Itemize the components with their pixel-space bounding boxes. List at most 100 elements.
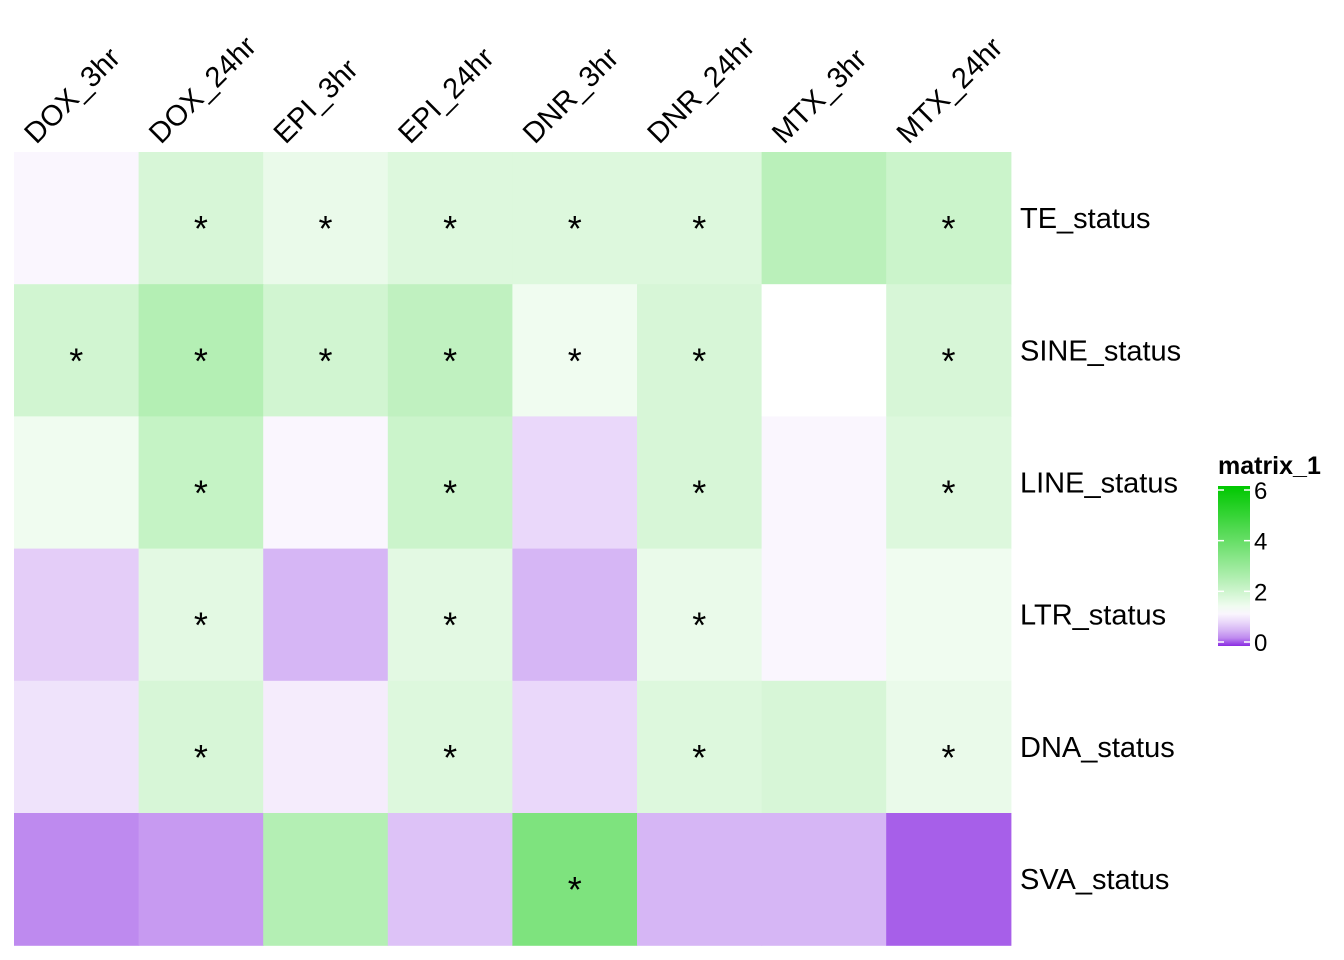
heatmap-cell xyxy=(512,152,638,285)
heatmap-cell xyxy=(387,152,513,285)
heatmap-cell xyxy=(14,813,140,946)
significance-star: * xyxy=(692,340,706,381)
column-label: DOX_3hr xyxy=(19,42,127,150)
column-label: DNR_24hr xyxy=(642,30,762,150)
significance-star: * xyxy=(194,340,208,381)
legend-title: matrix_1 xyxy=(1218,452,1321,480)
significance-star: * xyxy=(568,208,582,249)
heatmap-cell xyxy=(138,680,264,814)
heatmap-cell xyxy=(637,284,763,417)
heatmap-cell xyxy=(138,813,264,946)
significance-star: * xyxy=(443,737,457,778)
legend-tick-label: 4 xyxy=(1254,529,1267,556)
significance-star: * xyxy=(941,208,955,249)
heatmap-cell xyxy=(886,813,1012,946)
heatmap-cell xyxy=(512,680,638,814)
heatmap-cell xyxy=(637,680,763,814)
heatmap-cell xyxy=(886,284,1012,417)
heatmap-cell xyxy=(512,284,638,417)
heatmap-cell xyxy=(263,416,389,550)
heatmap-cell xyxy=(637,416,763,550)
row-label: SVA_status xyxy=(1020,864,1169,896)
heatmap-cell xyxy=(761,152,887,285)
significance-star: * xyxy=(443,605,457,646)
row-label: TE_status xyxy=(1020,203,1151,235)
significance-star: * xyxy=(443,208,457,249)
heatmap-cell xyxy=(387,284,513,417)
legend-tick-label: 6 xyxy=(1254,478,1267,505)
heatmap-cell xyxy=(14,152,140,285)
column-label: MTX_3hr xyxy=(766,43,873,150)
column-labels: DOX_3hr DOX_24hr EPI_3hr EPI_24hr DNR_3hr DNR… xyxy=(19,30,1010,150)
significance-star: * xyxy=(941,737,955,778)
heatmap-cell xyxy=(263,680,389,814)
heatmap-cell xyxy=(886,680,1012,814)
heatmap-cell xyxy=(761,813,887,946)
color-legend: matrix_1 0 2 4 6 xyxy=(1218,452,1321,657)
column-label: EPI_24hr xyxy=(392,42,500,150)
heatmap-cell xyxy=(14,548,140,682)
significance-star: * xyxy=(568,869,582,910)
heatmap-cell xyxy=(263,284,389,417)
significance-star: * xyxy=(194,605,208,646)
significance-star: * xyxy=(692,737,706,778)
heatmap-cell xyxy=(14,680,140,814)
significance-star: * xyxy=(194,208,208,249)
heatmap-cells xyxy=(14,152,1012,946)
significance-star: * xyxy=(568,340,582,381)
heatmap-cell xyxy=(263,548,389,682)
heatmap-cell xyxy=(14,416,140,550)
heatmap-cell xyxy=(512,548,638,682)
significance-star: * xyxy=(692,208,706,249)
heatmap-cell xyxy=(14,284,140,417)
heatmap-cell xyxy=(761,284,887,417)
row-label: LTR_status xyxy=(1020,600,1166,632)
significance-star: * xyxy=(318,208,332,249)
significance-star: * xyxy=(194,473,208,514)
column-label: MTX_24hr xyxy=(891,31,1010,150)
significance-star: * xyxy=(941,340,955,381)
heatmap-cell xyxy=(138,152,264,285)
heatmap-cell xyxy=(263,813,389,946)
legend-tick-label: 2 xyxy=(1254,579,1267,606)
heatmap-cell xyxy=(138,284,264,417)
heatmap-cell xyxy=(138,416,264,550)
legend-tick-label: 0 xyxy=(1254,630,1267,657)
row-labels: TE_status SINE_status LINE_status LTR_statu… xyxy=(1020,203,1181,896)
legend-color-bar xyxy=(1218,486,1250,646)
heatmap-cell xyxy=(761,680,887,814)
significance-star: * xyxy=(69,340,83,381)
significance-star: * xyxy=(194,737,208,778)
heatmap-cell xyxy=(512,813,638,946)
heatmap-cell xyxy=(637,813,763,946)
significance-star: * xyxy=(443,473,457,514)
heatmap-cell xyxy=(637,152,763,285)
row-label: SINE_status xyxy=(1020,335,1181,367)
legend-ticks: 0 2 4 6 xyxy=(1218,478,1267,657)
heatmap-cell xyxy=(886,416,1012,550)
row-label: DNA_status xyxy=(1020,732,1175,764)
heatmap-cell xyxy=(637,548,763,682)
significance-star: * xyxy=(692,473,706,514)
significance-star: * xyxy=(692,605,706,646)
heatmap-cell xyxy=(387,680,513,814)
heatmap-cell xyxy=(761,416,887,550)
heatmap-cell xyxy=(263,152,389,285)
column-label: DOX_24hr xyxy=(143,30,263,150)
heatmap-cell xyxy=(512,416,638,550)
column-label: DNR_3hr xyxy=(517,42,625,150)
heatmap-cell xyxy=(387,416,513,550)
significance-star: * xyxy=(318,340,332,381)
heatmap-cell xyxy=(761,548,887,682)
heatmap-cell xyxy=(886,548,1012,682)
significance-marks: * * * * * * * * * * * * * * * * * * * * * * * * * xyxy=(69,208,955,910)
significance-star: * xyxy=(443,340,457,381)
significance-star: * xyxy=(941,473,955,514)
heatmap-cell xyxy=(387,548,513,682)
heatmap-cell xyxy=(886,152,1012,285)
row-label: LINE_status xyxy=(1020,468,1178,500)
heatmap-cell xyxy=(138,548,264,682)
heatmap-cell xyxy=(387,813,513,946)
column-label: EPI_3hr xyxy=(268,53,365,150)
